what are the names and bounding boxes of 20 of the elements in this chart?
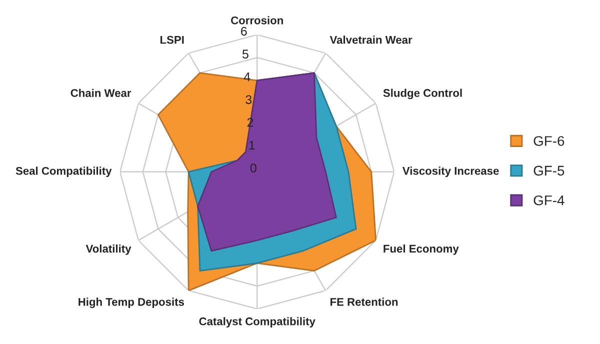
spoke-label: High Temp Deposits bbox=[78, 298, 184, 308]
y-tick-label: 5 bbox=[242, 50, 248, 58]
legend-label: GF-5 bbox=[534, 166, 564, 176]
y-tick-label: 0 bbox=[250, 164, 256, 172]
y-tick-label: 6 bbox=[241, 26, 247, 36]
spoke-label: Chain Wear bbox=[70, 88, 132, 97]
legend-label: GF-6 bbox=[534, 136, 564, 146]
spoke-label: Catalyst Compatibility bbox=[199, 317, 316, 328]
spoke-label: Sludge Control bbox=[383, 88, 462, 100]
y-tick-label: 1 bbox=[249, 140, 255, 150]
legend-label: GF-4 bbox=[534, 195, 564, 206]
y-tick-label: 3 bbox=[246, 95, 252, 104]
spoke-label: LSPI bbox=[160, 36, 184, 44]
spoke-label: FE Retention bbox=[330, 298, 398, 306]
spoke-label: Corrosion bbox=[231, 16, 283, 24]
spoke-label: Viscosity Increase bbox=[402, 166, 499, 178]
spoke-label: Valvetrain Wear bbox=[330, 36, 412, 44]
spoke-label: Seal Compatibility bbox=[16, 166, 112, 178]
spoke-label: Volatility bbox=[86, 244, 132, 255]
spoke-label: Fuel Economy bbox=[384, 244, 459, 255]
